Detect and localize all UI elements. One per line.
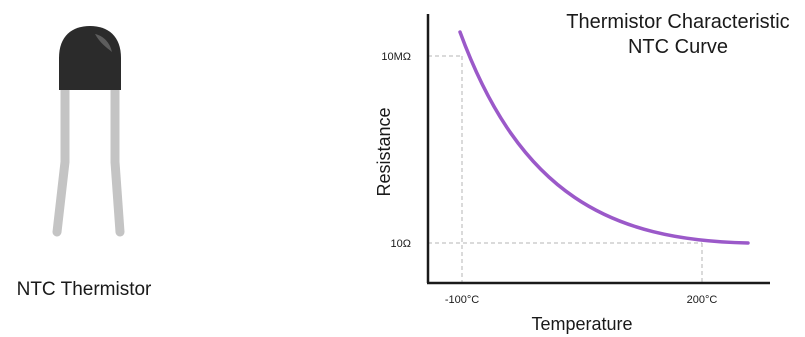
chart-title-line-1: Thermistor Characteristic bbox=[566, 11, 789, 33]
chart-title-line-2: NTC Curve bbox=[628, 36, 728, 58]
y-tick-label-10mohm: 10MΩ bbox=[381, 51, 411, 63]
component-caption: NTC Thermistor bbox=[17, 279, 152, 300]
thermistor-body bbox=[59, 26, 121, 90]
ntc-curve bbox=[458, 30, 750, 245]
reference-lines bbox=[428, 55, 703, 283]
ntc-chart: Thermistor Characteristic NTC Curve 10MΩ… bbox=[374, 11, 790, 334]
thermistor-illustration bbox=[52, 26, 125, 237]
thermistor-lead-left bbox=[52, 83, 70, 237]
y-axis-label: Resistance bbox=[374, 107, 394, 196]
thermistor-lead-right bbox=[110, 83, 125, 237]
x-tick-label-200c: 200°C bbox=[687, 294, 718, 306]
y-tick-label-10ohm: 10Ω bbox=[391, 238, 411, 250]
x-tick-label-minus100c: -100°C bbox=[445, 294, 479, 306]
x-axis-label: Temperature bbox=[531, 314, 632, 334]
thermistor-body-highlight bbox=[95, 34, 112, 52]
